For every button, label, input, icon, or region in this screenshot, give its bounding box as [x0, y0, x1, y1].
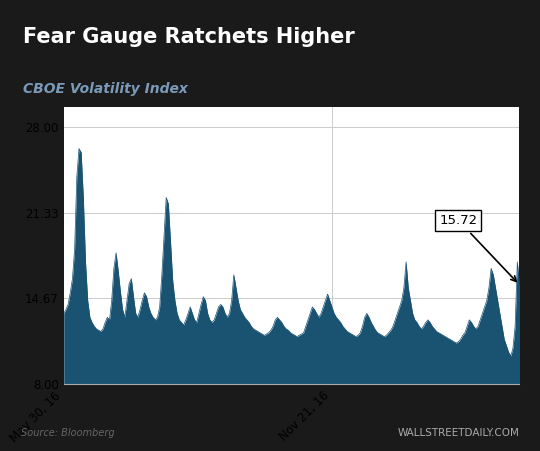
Text: 15.72: 15.72 — [440, 214, 516, 281]
Text: WALLSTREETDAILY.COM: WALLSTREETDAILY.COM — [397, 428, 519, 438]
Text: CBOE Volatility Index: CBOE Volatility Index — [23, 82, 187, 96]
Text: Source: Bloomberg: Source: Bloomberg — [21, 428, 114, 438]
Text: Fear Gauge Ratchets Higher: Fear Gauge Ratchets Higher — [23, 27, 354, 46]
